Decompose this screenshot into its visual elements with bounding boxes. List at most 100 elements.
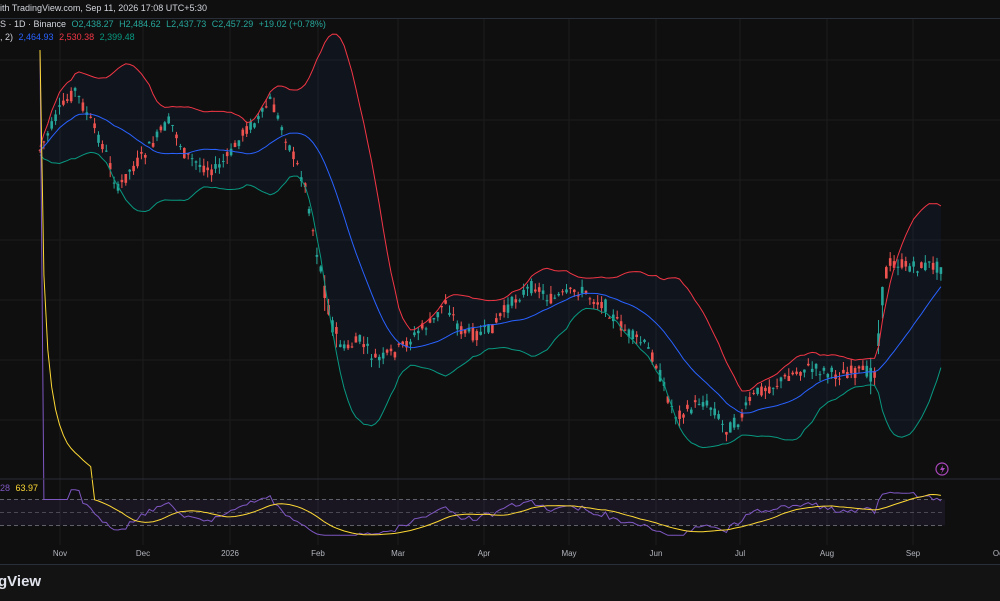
candle	[678, 405, 681, 427]
candle-body	[768, 386, 771, 394]
icons	[935, 462, 949, 476]
x-tick-label: Aug	[820, 549, 834, 558]
candle	[557, 291, 560, 297]
candle	[128, 169, 131, 180]
candle-body	[678, 410, 681, 419]
candle-body	[202, 165, 206, 173]
candle	[358, 334, 362, 345]
candle	[151, 136, 155, 148]
candle-body	[849, 365, 853, 373]
candle-body	[69, 90, 73, 102]
candle-body	[54, 114, 57, 122]
candle	[592, 299, 596, 310]
candle	[651, 349, 654, 365]
candle-body	[389, 348, 393, 352]
candle	[783, 373, 787, 380]
candle-body	[456, 323, 459, 330]
candle	[506, 297, 510, 319]
candle-body	[175, 134, 178, 139]
candle	[124, 173, 128, 186]
ohlc-open: O2,438.27	[71, 19, 114, 29]
candle-body	[522, 289, 525, 295]
candle	[838, 372, 841, 386]
candle	[132, 161, 135, 175]
price-legend: S · 1D · Binance O2,438.27 H2,484.62 L2,…	[0, 19, 329, 29]
candle	[198, 157, 202, 173]
candle-body	[171, 124, 174, 126]
candle	[580, 279, 584, 298]
candle	[810, 361, 814, 380]
candle	[342, 340, 346, 351]
candle-body	[771, 387, 775, 389]
candle	[576, 291, 580, 301]
candle-body	[237, 140, 241, 147]
candle-body	[81, 102, 85, 111]
candle-body	[803, 369, 806, 373]
candle-body	[307, 208, 311, 214]
candle	[463, 328, 467, 337]
candle-body	[225, 152, 229, 157]
candle-body	[506, 304, 510, 313]
candle-body	[471, 327, 475, 341]
candle	[405, 337, 408, 352]
ohlc-change: +19.02 (+0.78%)	[258, 19, 326, 29]
candle	[81, 98, 85, 113]
candle-body	[222, 160, 225, 162]
candle-body	[748, 397, 752, 401]
candle-body	[865, 365, 869, 377]
candle-body	[518, 300, 521, 302]
candle-body	[491, 324, 494, 334]
candle	[514, 294, 518, 309]
candle-body	[284, 141, 287, 143]
candle-body	[475, 331, 479, 341]
candle-body	[105, 150, 108, 152]
candle	[795, 367, 798, 376]
candle-body	[331, 320, 334, 333]
candle-body	[428, 318, 432, 323]
candle-body	[892, 261, 896, 268]
candle-body	[249, 121, 252, 130]
candle-body	[791, 372, 794, 375]
candle-body	[136, 157, 139, 167]
candle	[424, 326, 428, 336]
candle-body	[401, 341, 404, 345]
candle	[705, 393, 709, 408]
candle	[491, 324, 494, 334]
candle	[643, 338, 646, 344]
candle-body	[214, 164, 217, 169]
candle-body	[557, 293, 560, 296]
candle	[366, 337, 369, 354]
candle-body	[701, 402, 705, 407]
candle	[186, 152, 190, 160]
candle-body	[654, 365, 658, 369]
candle-body	[487, 324, 490, 333]
candle	[58, 97, 61, 115]
candle-body	[857, 366, 861, 369]
candle	[725, 431, 728, 442]
candle-body	[514, 299, 518, 303]
candle-body	[783, 374, 787, 377]
candle-body	[97, 134, 100, 143]
candle	[93, 117, 96, 134]
candle	[42, 140, 46, 150]
candle-body	[378, 356, 381, 361]
candle-body	[101, 144, 104, 150]
candle-body	[920, 262, 923, 268]
candle-body	[732, 417, 736, 428]
candle-body	[405, 340, 408, 348]
candle	[826, 372, 830, 384]
candle-body	[385, 349, 389, 353]
candle-body	[838, 378, 841, 380]
candle	[475, 329, 479, 346]
x-axis: Nov Dec 2026 Feb Mar Apr May Jun Jul Aug Sep Oc	[53, 549, 1000, 558]
candle	[272, 97, 276, 113]
candle	[931, 256, 935, 275]
footer-bar: gView	[0, 564, 1000, 601]
candle-body	[311, 230, 315, 232]
candle	[120, 174, 124, 189]
candle-body	[483, 325, 486, 328]
candle-body	[46, 133, 50, 136]
candle	[385, 348, 389, 356]
